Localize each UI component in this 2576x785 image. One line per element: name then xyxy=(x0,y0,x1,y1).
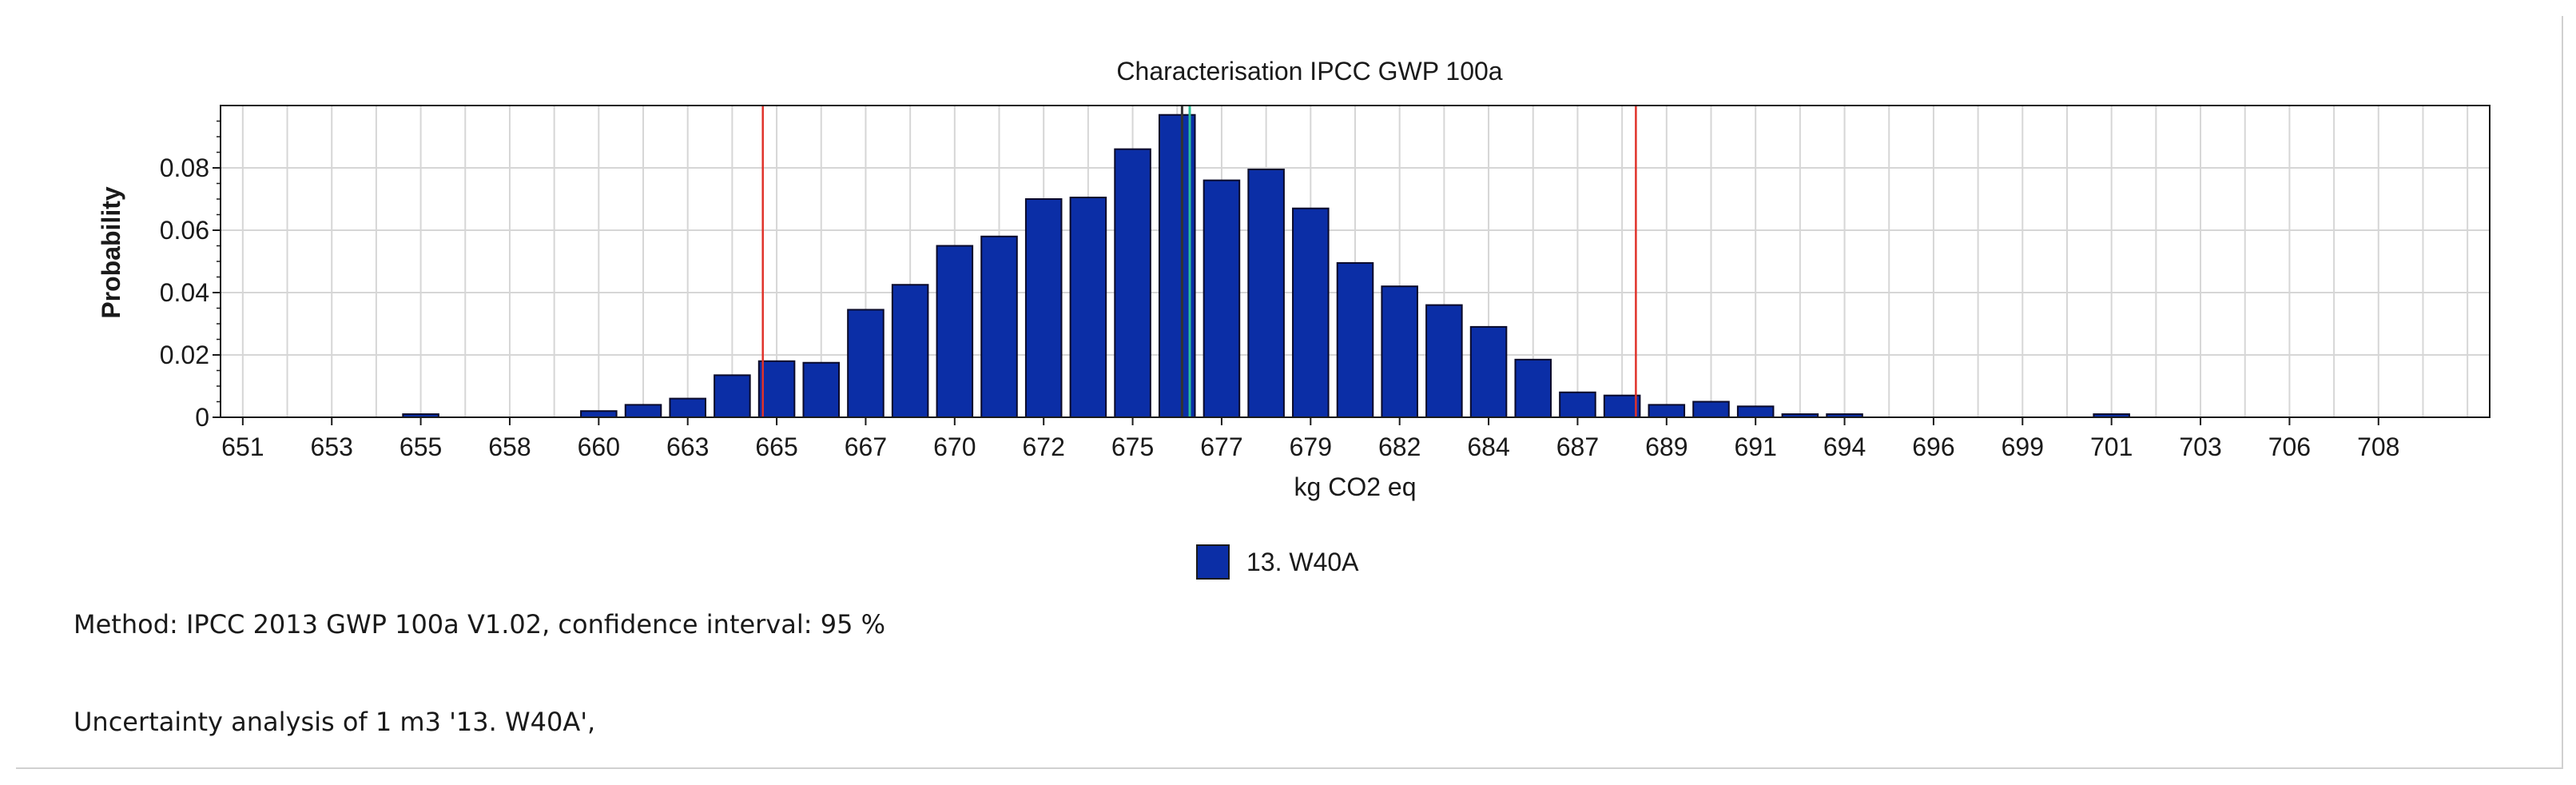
bar xyxy=(1336,261,1374,419)
x-tick-label: 653 xyxy=(311,432,353,461)
bar xyxy=(1381,285,1418,419)
y-axis-ticks: 0 0.02 0.04 0.06 0.08 xyxy=(160,120,221,432)
x-tick-label: 684 xyxy=(1467,432,1509,461)
analysis-note: Uncertainty analysis of 1 m3 '13. W40A', xyxy=(74,707,596,737)
x-tick-label: 667 xyxy=(845,432,887,461)
bar xyxy=(1603,394,1641,419)
x-tick-label: 694 xyxy=(1823,432,1866,461)
x-tick-label: 699 xyxy=(2002,432,2044,461)
method-note: Method: IPCC 2013 GWP 100a V1.02, confid… xyxy=(74,609,886,640)
x-tick-label: 682 xyxy=(1378,432,1421,461)
bar xyxy=(1736,405,1775,419)
legend-swatch xyxy=(1196,544,1230,580)
x-axis-ticks: 651 653 655 658 660 663 665 667 670 672 675 677 679 6… xyxy=(221,417,2399,461)
legend-label: 13. W40A xyxy=(1246,548,1359,576)
bar xyxy=(1559,391,1596,418)
x-tick-label: 679 xyxy=(1290,432,1332,461)
bar xyxy=(1247,168,1285,418)
bar xyxy=(757,360,796,418)
bar xyxy=(1024,198,1063,418)
x-tick-label: 677 xyxy=(1200,432,1242,461)
x-tick-label: 663 xyxy=(666,432,709,461)
bar xyxy=(891,284,929,418)
y-tick-label: 0 xyxy=(195,403,209,432)
y-tick-label: 0.06 xyxy=(160,216,209,245)
bar xyxy=(580,410,618,419)
bar xyxy=(936,245,974,418)
x-tick-label: 651 xyxy=(221,432,264,461)
bar xyxy=(1692,400,1730,418)
bar xyxy=(847,309,885,419)
x-tick-label: 687 xyxy=(1556,432,1599,461)
reference-lines xyxy=(761,106,1637,417)
x-tick-label: 696 xyxy=(1912,432,1954,461)
x-tick-label: 701 xyxy=(2090,432,2133,461)
bar xyxy=(1114,148,1151,418)
x-tick-label: 660 xyxy=(578,432,620,461)
y-tick-label: 0.04 xyxy=(160,278,209,307)
bar xyxy=(1514,358,1552,419)
x-tick-label: 703 xyxy=(2179,432,2221,461)
legend: 13. W40A xyxy=(1196,544,1359,580)
bar xyxy=(1648,404,1686,418)
x-tick-label: 670 xyxy=(933,432,976,461)
x-tick-label: 706 xyxy=(2268,432,2311,461)
x-tick-label: 675 xyxy=(1111,432,1154,461)
chart-title: Characterisation IPCC GWP 100a xyxy=(1116,57,1502,86)
y-axis-label: Probability xyxy=(97,186,125,319)
bar xyxy=(1203,179,1241,418)
x-tick-label: 665 xyxy=(755,432,797,461)
x-tick-label: 655 xyxy=(400,432,442,461)
bar xyxy=(1069,197,1107,419)
x-tick-label: 658 xyxy=(488,432,531,461)
x-tick-label: 691 xyxy=(1734,432,1776,461)
y-tick-label: 0.02 xyxy=(160,341,209,369)
y-tick-label: 0.08 xyxy=(160,153,209,182)
x-tick-label: 689 xyxy=(1645,432,1688,461)
bar xyxy=(1425,304,1463,418)
bar-series xyxy=(402,114,2130,419)
bar xyxy=(714,374,751,419)
x-tick-label: 708 xyxy=(2357,432,2399,461)
x-tick-label: 672 xyxy=(1023,432,1065,461)
bar xyxy=(669,397,706,419)
bar xyxy=(1469,325,1508,418)
bar xyxy=(624,404,662,418)
x-axis-label: kg CO2 eq xyxy=(1294,472,1417,501)
bar xyxy=(980,235,1018,418)
chart-frame xyxy=(16,16,2563,769)
bar xyxy=(1292,207,1330,418)
bar xyxy=(802,361,841,418)
